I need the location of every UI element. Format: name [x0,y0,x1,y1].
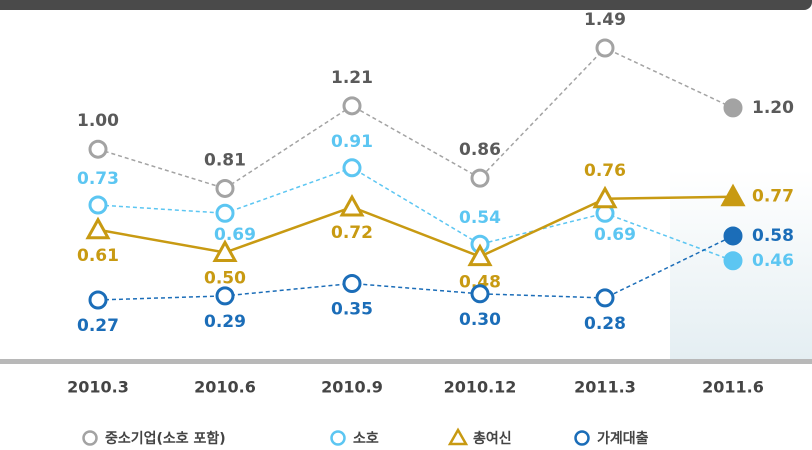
data-label: 1.21 [331,68,373,88]
series-line [97,47,734,190]
point [592,185,618,209]
data-label: 0.86 [459,140,501,160]
data-label: 0.61 [77,246,119,266]
legend-marker [330,430,346,446]
x-tick-label: 2010.12 [444,378,517,397]
baseline [0,359,812,364]
data-label: 0.48 [459,273,501,293]
point [215,178,235,198]
series-line [97,166,734,262]
point [723,251,743,271]
x-tick-label: 2011.3 [574,378,636,397]
data-label: 0.72 [331,223,373,243]
data-label: 0.69 [594,225,636,245]
data-label: 0.29 [204,312,246,332]
x-tick-label: 2010.9 [321,378,383,397]
series-line [97,235,734,301]
data-label: 0.30 [459,310,501,330]
point [470,284,490,304]
point [85,216,111,240]
header-bar [0,0,812,10]
point [595,38,615,58]
point [88,290,108,310]
data-label: 0.28 [584,314,626,334]
x-tick-label: 2010.3 [67,378,129,397]
point [342,273,362,293]
data-label: 1.49 [584,10,626,30]
legend-label: 총여신 [473,430,512,447]
point [215,203,235,223]
point [595,288,615,308]
point [723,226,743,246]
legend-label: 가계대출 [597,430,649,447]
data-label: 0.46 [752,251,794,271]
data-label: 0.58 [752,226,794,246]
legend-marker [447,427,469,446]
data-label: 0.27 [77,316,119,336]
data-label: 0.50 [204,268,246,288]
data-label: 0.91 [331,132,373,152]
point [342,96,362,116]
data-label: 0.76 [584,161,626,181]
x-tick-label: 2011.6 [702,378,764,397]
data-label: 0.81 [204,150,246,170]
data-label: 0.77 [752,187,794,207]
point [723,98,743,118]
point [342,158,362,178]
legend-label: 소호 [353,431,379,447]
point [339,193,365,217]
point [88,139,108,159]
point [215,286,235,306]
data-label: 0.35 [331,299,373,319]
x-tick-label: 2010.6 [194,378,256,397]
point [212,239,238,262]
legend-label: 중소기업(소호 포함) [105,430,226,447]
data-label: 0.69 [214,225,256,245]
series-line [97,195,734,258]
data-label: 1.00 [77,111,119,131]
legend-marker [82,430,98,446]
data-label: 0.73 [77,169,119,189]
data-label: 1.20 [752,98,794,118]
point [88,195,108,215]
point [467,243,493,267]
point [470,168,490,188]
legend-marker [574,430,590,446]
point [720,183,746,207]
data-label: 0.54 [459,208,501,228]
